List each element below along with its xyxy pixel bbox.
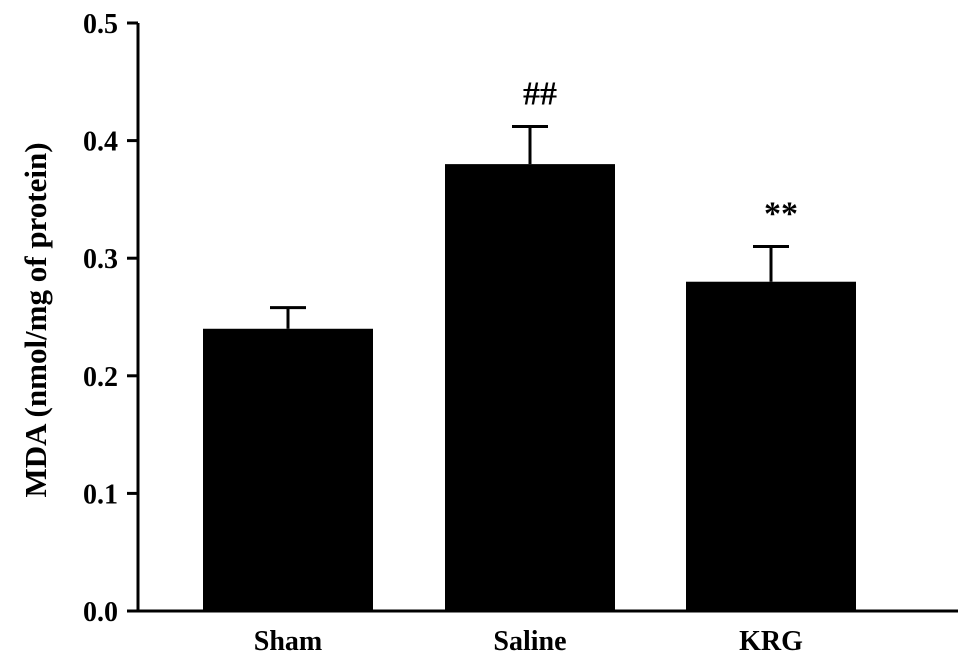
significance-marker-krg: ** xyxy=(764,195,798,232)
y-tick-label: 0.0 xyxy=(83,597,118,628)
error-bars-layer xyxy=(270,124,789,329)
annotations-layer: ## ** xyxy=(523,75,798,232)
significance-marker-saline: ## xyxy=(523,75,557,112)
x-category-label: Sham xyxy=(254,626,322,657)
bar-saline xyxy=(445,164,615,611)
x-category-label: Saline xyxy=(493,626,566,657)
bar-krg xyxy=(686,281,856,611)
y-tick-label: 0.3 xyxy=(83,244,118,275)
y-tick-label: 0.5 xyxy=(83,9,118,40)
bar-sham xyxy=(203,328,373,611)
x-category-label: KRG xyxy=(739,626,803,657)
y-axis-title: MDA (nmol/mg of protein) xyxy=(18,142,53,497)
bars-layer xyxy=(203,164,856,611)
y-tick-label: 0.2 xyxy=(83,362,118,393)
y-ticks-layer: 0.0 0.1 0.2 0.3 0.4 0.5 xyxy=(83,9,138,628)
axes-layer xyxy=(136,23,958,613)
y-tick-label: 0.4 xyxy=(83,127,118,158)
x-category-labels: Sham Saline KRG xyxy=(254,626,803,657)
y-tick-label: 0.1 xyxy=(83,479,118,510)
